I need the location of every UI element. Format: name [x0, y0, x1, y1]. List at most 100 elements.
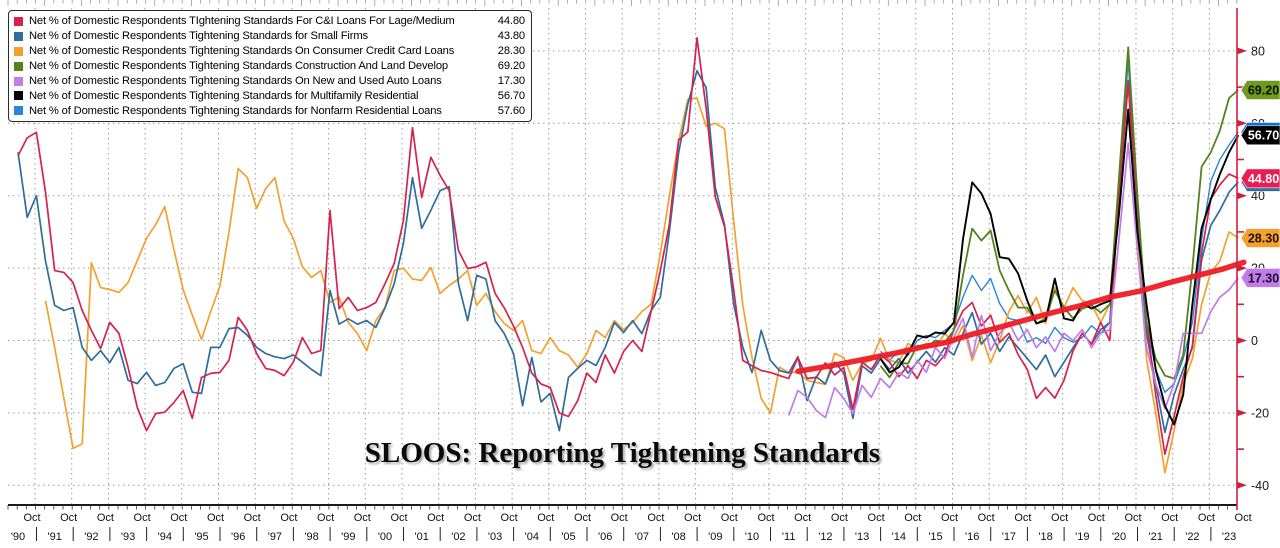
- x-year-label: '13: [855, 531, 869, 543]
- legend-label: Net % of Domestic Respondents Tightening…: [29, 30, 368, 43]
- value-badge-69.20: 69.20: [1240, 80, 1280, 100]
- x-year-label: '12: [818, 531, 832, 543]
- x-year-label: '07: [635, 531, 649, 543]
- x-month-label: Oct: [1235, 512, 1252, 524]
- line-construction-land: [879, 46, 1239, 380]
- x-year-label: '90: [11, 531, 25, 543]
- legend-swatch: [14, 16, 23, 26]
- y-tick-label: 40: [1251, 189, 1265, 203]
- y-tick-arrow: [1237, 47, 1247, 55]
- line-ci-large-medium: [17, 37, 1239, 456]
- legend-swatch: [14, 46, 23, 56]
- legend-box: Net % of Domestic Respondents TIghtening…: [8, 10, 532, 123]
- legend-item-0[interactable]: Net % of Domestic Respondents TIghtening…: [14, 14, 525, 29]
- legend-value: 43.80: [497, 30, 525, 43]
- x-month-label: Oct: [684, 512, 701, 524]
- x-month-label: Oct: [611, 512, 628, 524]
- x-month-label: Oct: [464, 512, 481, 524]
- x-year-label: '09: [708, 531, 722, 543]
- x-year-label: '21: [1149, 531, 1163, 543]
- x-month-label: Oct: [354, 512, 371, 524]
- value-badge-56.70: 56.70: [1240, 125, 1280, 146]
- legend-item-3[interactable]: Net % of Domestic Respondents Tightening…: [14, 59, 525, 74]
- x-month-label: Oct: [647, 512, 664, 524]
- legend-swatch: [14, 91, 23, 101]
- legend-swatch: [14, 106, 23, 116]
- badge-value: 56.70: [1248, 129, 1279, 143]
- line-auto-loans: [787, 142, 1239, 419]
- line-multifamily: [879, 108, 1240, 426]
- x-year-label: '05: [561, 531, 575, 543]
- legend-item-2[interactable]: Net % of Domestic Respondents Tightening…: [14, 44, 525, 59]
- legend-label: Net % of Domestic Respondents Tightening…: [29, 60, 448, 73]
- x-month-label: Oct: [280, 512, 297, 524]
- x-year-label: '02: [451, 531, 465, 543]
- x-month-label: Oct: [134, 512, 151, 524]
- x-year-label: '92: [84, 531, 98, 543]
- legend-item-1[interactable]: Net % of Domestic Respondents Tightening…: [14, 29, 525, 44]
- x-year-label: '94: [158, 531, 172, 543]
- x-month-label: Oct: [868, 512, 885, 524]
- tightening-trend-line: [795, 259, 1247, 375]
- x-month-label: Oct: [1088, 512, 1105, 524]
- legend-swatch: [14, 76, 23, 86]
- x-month-label: Oct: [207, 512, 224, 524]
- x-year-label: '01: [415, 531, 429, 543]
- value-badge-17.30: 17.30: [1240, 267, 1280, 288]
- x-year-label: '14: [892, 531, 906, 543]
- y-tick-arrow: [1237, 409, 1247, 417]
- x-year-label: '20: [1112, 531, 1126, 543]
- legend-item-6[interactable]: Net % of Domestic Respondents Tightening…: [14, 103, 525, 118]
- x-month-label: Oct: [60, 512, 77, 524]
- x-month-label: Oct: [941, 512, 958, 524]
- x-year-label: '18: [1038, 531, 1052, 543]
- x-month-label: Oct: [537, 512, 554, 524]
- line-small-firms: [17, 69, 1239, 434]
- x-year-label: '96: [231, 531, 245, 543]
- x-year-label: '22: [1185, 531, 1199, 543]
- legend-item-4[interactable]: Net % of Domestic Respondents Tightening…: [14, 74, 525, 89]
- series-lines: [17, 37, 1240, 474]
- x-year-label: '98: [304, 531, 318, 543]
- x-year-label: '00: [378, 531, 392, 543]
- legend-value: 57.60: [497, 104, 525, 117]
- y-tick-label: 80: [1251, 44, 1265, 58]
- x-month-label: Oct: [1014, 512, 1031, 524]
- badge-value: 44.80: [1248, 172, 1279, 186]
- y-tick-arrow: [1237, 264, 1247, 272]
- x-month-label: Oct: [317, 512, 334, 524]
- value-badge-28.30: 28.30: [1240, 228, 1280, 248]
- x-month-label: Oct: [1161, 512, 1178, 524]
- x-axis: Oct Oct Oct Oct Oct Oct Oct Oct Oct Oct Oct Oct Oct O…: [7, 504, 1252, 543]
- x-year-label: '16: [965, 531, 979, 543]
- x-year-label: '97: [268, 531, 282, 543]
- x-month-label: Oct: [244, 512, 261, 524]
- x-year-label: '03: [488, 531, 502, 543]
- legend-swatch: [14, 31, 23, 41]
- legend-label: Net % of Domestic Respondents Tightening…: [29, 45, 455, 58]
- legend-label: Net % of Domestic Respondents Tightening…: [29, 104, 442, 117]
- legend-value: 56.70: [497, 89, 525, 102]
- legend-item-5[interactable]: Net % of Domestic Respondents Tightening…: [14, 88, 525, 103]
- x-month-label: Oct: [904, 512, 921, 524]
- x-year-label: '11: [782, 531, 796, 543]
- x-month-label: Oct: [1124, 512, 1141, 524]
- line-consumer-credit-card: [44, 80, 1239, 474]
- x-month-label: Oct: [1198, 512, 1215, 524]
- x-month-label: Oct: [978, 512, 995, 524]
- x-month-label: Oct: [501, 512, 518, 524]
- x-month-label: Oct: [757, 512, 774, 524]
- x-year-label: '23: [1222, 531, 1236, 543]
- legend-label: Net % of Domestic Respondents Tightening…: [29, 89, 419, 102]
- x-year-label: '91: [48, 531, 62, 543]
- x-month-label: Oct: [427, 512, 444, 524]
- x-month-label: Oct: [170, 512, 187, 524]
- x-year-label: '04: [525, 531, 539, 543]
- x-year-label: '08: [671, 531, 685, 543]
- x-year-label: '99: [341, 531, 355, 543]
- y-tick-arrow: [1237, 119, 1247, 127]
- x-year-label: '15: [928, 531, 942, 543]
